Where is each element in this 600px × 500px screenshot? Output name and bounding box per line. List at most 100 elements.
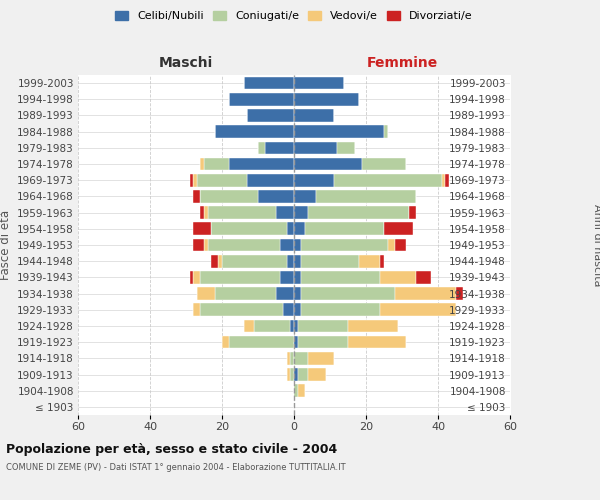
- Bar: [337, 142, 355, 154]
- Bar: [294, 190, 316, 202]
- Bar: [290, 352, 294, 364]
- Bar: [348, 336, 406, 348]
- Bar: [388, 238, 395, 252]
- Bar: [301, 288, 395, 300]
- Bar: [247, 174, 294, 186]
- Bar: [200, 271, 280, 283]
- Bar: [298, 320, 348, 332]
- Bar: [294, 271, 301, 283]
- Bar: [301, 271, 380, 283]
- Bar: [200, 190, 258, 202]
- Bar: [290, 368, 294, 381]
- Bar: [287, 368, 290, 381]
- Bar: [204, 238, 208, 252]
- Bar: [208, 206, 276, 219]
- Bar: [308, 206, 409, 219]
- Bar: [218, 255, 222, 268]
- Bar: [298, 384, 305, 397]
- Bar: [229, 158, 294, 170]
- Bar: [287, 255, 294, 268]
- Bar: [294, 174, 334, 186]
- Bar: [190, 271, 193, 283]
- Bar: [200, 304, 283, 316]
- Bar: [294, 255, 301, 268]
- Bar: [294, 206, 308, 219]
- Bar: [290, 320, 294, 332]
- Bar: [193, 304, 200, 316]
- Bar: [190, 174, 193, 186]
- Bar: [215, 126, 294, 138]
- Bar: [287, 222, 294, 235]
- Bar: [211, 255, 218, 268]
- Bar: [265, 142, 294, 154]
- Bar: [362, 158, 406, 170]
- Bar: [294, 384, 298, 397]
- Bar: [380, 271, 416, 283]
- Bar: [244, 320, 254, 332]
- Bar: [287, 352, 290, 364]
- Bar: [294, 368, 298, 381]
- Bar: [258, 142, 265, 154]
- Bar: [294, 222, 305, 235]
- Bar: [276, 288, 294, 300]
- Bar: [384, 126, 388, 138]
- Bar: [294, 288, 301, 300]
- Bar: [294, 77, 344, 90]
- Bar: [416, 271, 431, 283]
- Bar: [193, 174, 197, 186]
- Bar: [301, 238, 388, 252]
- Bar: [276, 206, 294, 219]
- Bar: [193, 238, 204, 252]
- Bar: [442, 174, 445, 186]
- Y-axis label: Fasce di età: Fasce di età: [0, 210, 11, 280]
- Bar: [200, 158, 204, 170]
- Bar: [301, 255, 359, 268]
- Bar: [395, 238, 406, 252]
- Bar: [294, 142, 337, 154]
- Bar: [229, 336, 294, 348]
- Text: COMUNE DI ZEME (PV) - Dati ISTAT 1° gennaio 2004 - Elaborazione TUTTITALIA.IT: COMUNE DI ZEME (PV) - Dati ISTAT 1° genn…: [6, 462, 346, 471]
- Bar: [193, 222, 211, 235]
- Text: Anni di nascita: Anni di nascita: [592, 204, 600, 286]
- Bar: [294, 93, 359, 106]
- Bar: [316, 190, 416, 202]
- Bar: [193, 271, 200, 283]
- Text: Maschi: Maschi: [159, 56, 213, 70]
- Bar: [380, 304, 456, 316]
- Bar: [301, 304, 380, 316]
- Bar: [294, 109, 334, 122]
- Bar: [193, 190, 200, 202]
- Bar: [294, 158, 362, 170]
- Bar: [244, 77, 294, 90]
- Bar: [384, 222, 413, 235]
- Bar: [294, 238, 301, 252]
- Bar: [348, 320, 398, 332]
- Bar: [395, 288, 456, 300]
- Bar: [409, 206, 416, 219]
- Bar: [294, 352, 308, 364]
- Bar: [280, 271, 294, 283]
- Bar: [200, 206, 204, 219]
- Bar: [215, 288, 276, 300]
- Bar: [197, 174, 247, 186]
- Text: Femmine: Femmine: [367, 56, 437, 70]
- Bar: [254, 320, 290, 332]
- Bar: [211, 222, 287, 235]
- Bar: [247, 109, 294, 122]
- Bar: [380, 255, 384, 268]
- Bar: [280, 238, 294, 252]
- Bar: [298, 336, 348, 348]
- Bar: [222, 255, 287, 268]
- Legend: Celibi/Nubili, Coniugati/e, Vedovi/e, Divorziati/e: Celibi/Nubili, Coniugati/e, Vedovi/e, Di…: [115, 10, 473, 21]
- Bar: [456, 288, 463, 300]
- Bar: [305, 222, 384, 235]
- Bar: [308, 368, 326, 381]
- Bar: [294, 304, 301, 316]
- Bar: [294, 336, 298, 348]
- Bar: [197, 288, 215, 300]
- Bar: [445, 174, 449, 186]
- Bar: [359, 255, 380, 268]
- Bar: [258, 190, 294, 202]
- Bar: [298, 368, 308, 381]
- Bar: [294, 320, 298, 332]
